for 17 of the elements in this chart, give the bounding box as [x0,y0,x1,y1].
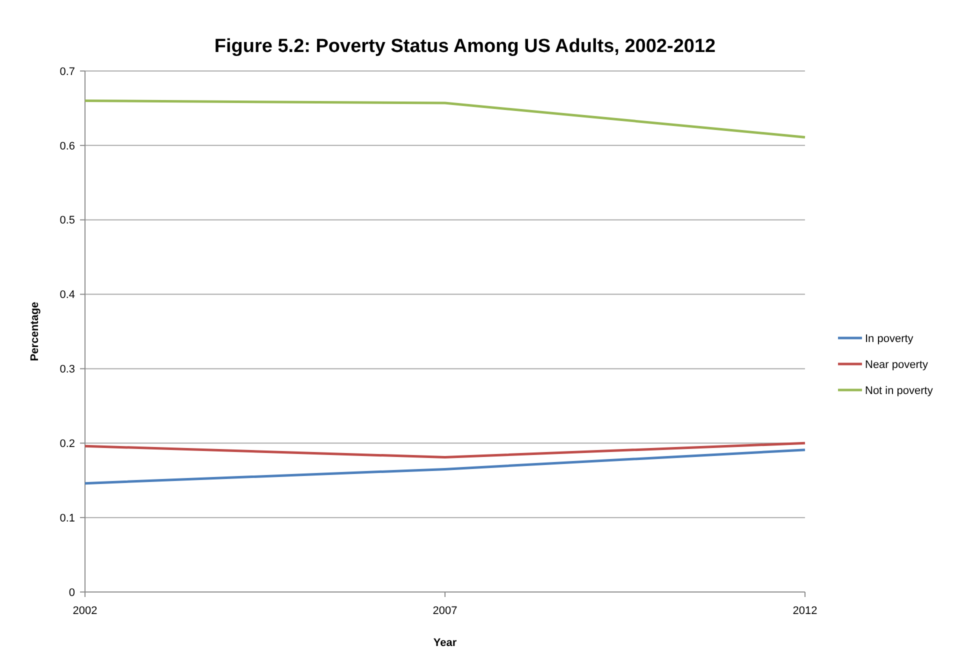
x-axis-title: Year [433,637,458,649]
y-tick-label: 0.5 [60,214,75,227]
y-tick-label: 0.1 [60,512,75,524]
x-tick-label: 2012 [792,605,818,617]
legend-label: Not in poverty [865,384,934,397]
y-tick-label: 0.4 [60,289,75,302]
x-tick-label: 2002 [72,605,98,617]
y-tick-label: 0.3 [60,364,75,376]
y-tick-label: 0 [68,586,75,599]
chart-title: Figure 5.2: Poverty Status Among US Adults, 2002-2012 [214,36,716,57]
y-tick-label: 0.2 [60,438,75,450]
x-tick-label: 2007 [432,605,458,617]
y-tick-label: 0.7 [60,66,75,78]
legend-label: In poverty [865,332,914,345]
y-tick-label: 0.6 [60,140,75,152]
y-axis-title: Percentage [29,302,41,362]
legend-label: Near poverty [865,358,928,371]
